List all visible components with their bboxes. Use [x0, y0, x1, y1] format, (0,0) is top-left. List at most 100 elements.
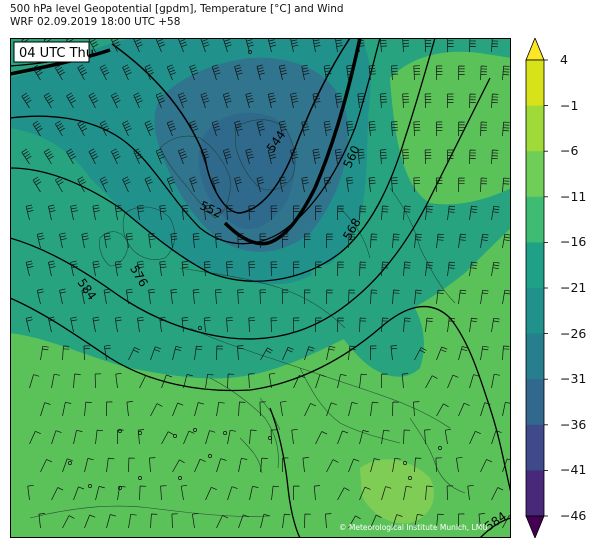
wind-barb: [424, 149, 432, 165]
wind-barb: [77, 64, 88, 81]
wind-barb: [270, 261, 278, 277]
wind-barb: [226, 261, 233, 277]
wind-barb: [25, 260, 34, 277]
wind-barb: [70, 260, 78, 277]
wind-barb: [150, 513, 158, 529]
wind-barb: [326, 402, 337, 417]
wind-barb: [226, 205, 233, 221]
wind-barb: [159, 204, 167, 221]
wind-barb: [32, 176, 42, 193]
wind-barb: [323, 176, 332, 193]
wind-barb: [447, 149, 454, 164]
wind-barb: [425, 485, 433, 501]
wind-barb: [267, 148, 277, 165]
station-markers: [68, 50, 442, 490]
calm-wind-marker: [193, 428, 197, 432]
wind-barb: [125, 232, 134, 249]
wind-barb: [425, 205, 433, 221]
wind-barb: [326, 459, 339, 473]
wind-barb: [161, 374, 173, 389]
wind-barb: [180, 484, 188, 501]
wind-barb: [435, 177, 443, 193]
wind-barb: [458, 513, 465, 529]
wind-barb: [348, 233, 356, 249]
wind-barb: [216, 515, 229, 529]
wind-barb: [106, 457, 115, 473]
wind-barb: [357, 149, 365, 165]
wind-barb: [290, 92, 299, 109]
wind-barb: [502, 233, 511, 249]
wind-barb: [469, 430, 481, 445]
geopotential-contours: [10, 38, 511, 538]
wind-barb: [222, 38, 232, 53]
wind-barb: [359, 205, 367, 221]
wind-barb: [469, 149, 476, 165]
wind-barb: [447, 93, 454, 108]
wind-barb: [458, 346, 469, 361]
wind-barb: [301, 120, 310, 137]
wind-barb: [368, 65, 376, 81]
colorbar-tick-label: −31: [560, 371, 587, 387]
wind-barb: [282, 457, 289, 473]
wind-barb: [379, 38, 388, 53]
wind-barb: [51, 373, 61, 389]
calm-wind-marker: [403, 461, 407, 465]
wind-barb: [237, 345, 244, 361]
time-label: 04 UTC Thu: [19, 46, 94, 61]
wind-barb: [379, 93, 388, 109]
wind-barb: [337, 487, 350, 501]
wind-barb: [139, 485, 147, 501]
wind-barb: [359, 486, 371, 501]
wind-barb: [205, 486, 217, 501]
wind-barb: [348, 289, 356, 305]
wind-barb: [70, 316, 78, 333]
wind-barb: [267, 38, 277, 53]
wind-barb: [94, 373, 102, 389]
wind-barb: [256, 64, 265, 81]
wind-barbs: [21, 38, 511, 529]
wind-barb: [200, 148, 210, 165]
wind-barb: [256, 120, 265, 137]
wind-barb: [359, 317, 367, 333]
colorbar-tick-label: −6: [560, 143, 579, 159]
wind-barb: [83, 345, 91, 361]
wind-barb: [281, 233, 289, 249]
wind-barb: [323, 120, 332, 137]
wind-barb: [183, 430, 195, 445]
wind-barb: [381, 486, 392, 501]
wind-barb: [155, 92, 165, 109]
wind-barb: [502, 177, 510, 193]
wind-barb: [234, 176, 242, 193]
wind-barb: [370, 458, 381, 473]
wind-barb: [337, 430, 349, 445]
wind-barb: [128, 513, 137, 529]
wind-barb: [348, 458, 360, 473]
wind-barb: [491, 205, 500, 221]
wind-barb: [381, 205, 389, 221]
wind-barb: [192, 233, 200, 249]
calm-wind-marker: [268, 436, 272, 440]
wind-barb: [469, 317, 478, 333]
calm-wind-marker: [178, 476, 182, 480]
wind-barb: [480, 65, 488, 81]
wind-barb: [403, 261, 411, 277]
wind-barb: [312, 148, 321, 165]
colorbar-tick-label: −36: [560, 416, 587, 432]
wind-barb: [480, 459, 493, 473]
wind-barb: [62, 458, 73, 473]
wind-barb: [222, 148, 232, 165]
wind-barb: [392, 401, 399, 417]
wind-barb: [292, 261, 300, 277]
wind-barb: [447, 374, 459, 389]
wind-barb: [403, 429, 411, 445]
wind-barb: [447, 38, 454, 52]
wind-barb: [249, 485, 259, 501]
wind-barb: [66, 148, 77, 165]
chart-subtitle: WRF 02.09.2019 18:00 UTC +58: [10, 16, 181, 28]
wind-barb: [326, 289, 333, 305]
wind-barb: [137, 204, 145, 221]
wind-barb: [359, 261, 367, 277]
wind-barb: [436, 346, 448, 361]
wind-barb: [313, 485, 321, 501]
wind-barb: [424, 38, 432, 53]
